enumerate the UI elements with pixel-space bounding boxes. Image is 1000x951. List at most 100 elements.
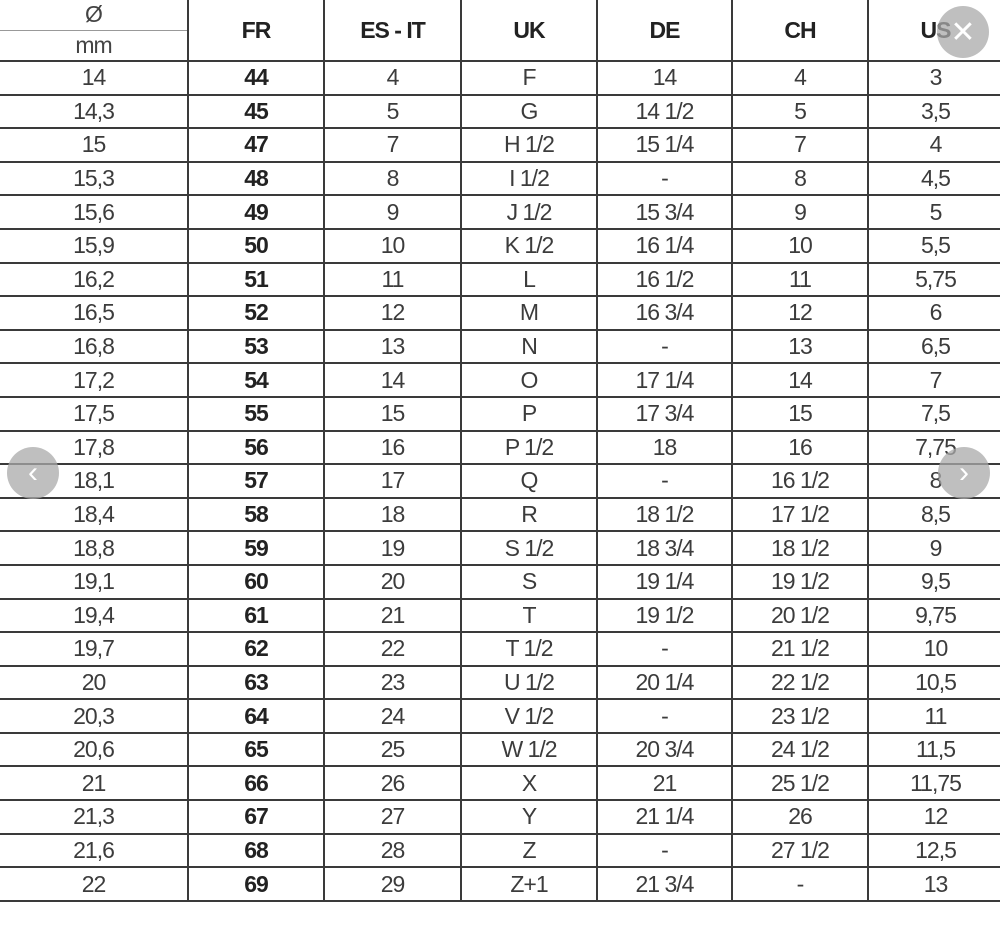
table-row: 16,8 53 13 N -13 6,5 (0, 328, 1000, 365)
table-cell: - (731, 866, 869, 902)
table-cell: 21 3/4 (596, 866, 733, 902)
table-cell: 10 (867, 631, 1000, 667)
table-cell: 20,6 (0, 731, 189, 768)
table-cell: 60 (187, 563, 325, 600)
table-row: 19,7 62 22 T 1/2-21 1/2 10 (0, 631, 1000, 667)
table-cell: 11 (867, 698, 1000, 734)
table-cell: 57 (187, 463, 325, 499)
table-row: 22 69 29 Z+1 21 3/4-13 (0, 866, 1000, 902)
table-cell: 12,5 (867, 832, 1000, 869)
table-cell: 14 (731, 362, 869, 398)
table-row: 17,2 54 14 O 17 1/4 14 7 (0, 362, 1000, 398)
table-cell: 5,5 (867, 227, 1000, 264)
table-cell: 51 (187, 261, 325, 298)
table-cell: K 1/2 (460, 227, 598, 264)
table-cell: 15,3 (0, 160, 189, 197)
table-cell: - (596, 631, 733, 667)
table-cell: 63 (187, 664, 325, 701)
table-cell: 68 (187, 832, 325, 869)
column-header: ES - IT (323, 0, 462, 62)
table-cell: 3 (867, 60, 1000, 96)
table-cell: L (460, 261, 598, 298)
table-cell: T (460, 597, 598, 634)
table-cell: 7 (323, 127, 462, 163)
table-cell: 13 (867, 866, 1000, 902)
table-cell: 13 (731, 328, 869, 365)
table-cell: H 1/2 (460, 127, 598, 163)
table-cell: 5 (323, 93, 462, 130)
table-cell: - (596, 832, 733, 869)
table-cell: 12 (867, 799, 1000, 835)
table-cell: Q (460, 463, 598, 499)
table-row: 15 47 7 H 1/2 15 1/4 7 4 (0, 127, 1000, 163)
table-cell: 65 (187, 731, 325, 768)
table-cell: 27 (323, 799, 462, 835)
table-cell: 11,5 (867, 731, 1000, 768)
table-cell: 15,6 (0, 194, 189, 230)
table-cell: 17,2 (0, 362, 189, 398)
table-cell: 64 (187, 698, 325, 734)
table-cell: 13 (323, 328, 462, 365)
table-row: 16,2 51 11 L 16 1/2 11 5,75 (0, 261, 1000, 298)
table-cell: 48 (187, 160, 325, 197)
table-cell: 5 (867, 194, 1000, 230)
table-cell: 22 1/2 (731, 664, 869, 701)
table-cell: Y (460, 799, 598, 835)
table-cell: 19,7 (0, 631, 189, 667)
table-cell: 21 1/2 (731, 631, 869, 667)
table-cell: O (460, 362, 598, 398)
table-cell: J 1/2 (460, 194, 598, 230)
table-cell: 8 (323, 160, 462, 197)
table-cell: 44 (187, 60, 325, 96)
column-header: FR (187, 0, 325, 62)
table-cell: 52 (187, 295, 325, 331)
table-cell: 10 (323, 227, 462, 264)
table-cell: 18,4 (0, 496, 189, 533)
column-header: CH (731, 0, 869, 62)
table-cell: 14 (596, 60, 733, 96)
previous-image-button[interactable]: ‹ (7, 447, 59, 499)
table-cell: R (460, 496, 598, 533)
table-cell: 17,5 (0, 395, 189, 432)
table-cell: 3,5 (867, 93, 1000, 130)
table-cell: 8,5 (867, 496, 1000, 533)
table-cell: 24 (323, 698, 462, 734)
table-cell: 7 (731, 127, 869, 163)
table-cell: 21,3 (0, 799, 189, 835)
table-cell: 4 (731, 60, 869, 96)
table-cell: V 1/2 (460, 698, 598, 734)
table-cell: 19 (323, 530, 462, 566)
table-row: 20 63 23 U 1/2 20 1/4 22 1/2 10,5 (0, 664, 1000, 701)
table-cell: 22 (0, 866, 189, 902)
table-cell: 11,75 (867, 765, 1000, 802)
table-cell: 49 (187, 194, 325, 230)
table-row: 21,3 67 27 Y 21 1/4 26 12 (0, 799, 1000, 835)
chevron-left-icon: ‹ (28, 456, 38, 489)
table-cell: 12 (323, 295, 462, 331)
table-cell: 4 (323, 60, 462, 96)
table-row: 17,5 55 15 P 17 3/4 15 7,5 (0, 395, 1000, 432)
next-image-button[interactable]: › (938, 447, 990, 499)
table-cell: 23 (323, 664, 462, 701)
table-cell: X (460, 765, 598, 802)
table-cell: 16 3/4 (596, 295, 733, 331)
table-cell: M (460, 295, 598, 331)
close-button[interactable]: ✕ (937, 6, 989, 58)
table-cell: 67 (187, 799, 325, 835)
table-cell: 16 (731, 429, 869, 466)
table-cell: 20 (0, 664, 189, 701)
table-cell: G (460, 93, 598, 130)
table-cell: 21 (0, 765, 189, 802)
table-row: 14 44 4 F 14 4 3 (0, 60, 1000, 96)
table-cell: F (460, 60, 598, 96)
table-cell: 29 (323, 866, 462, 902)
table-cell: 17 (323, 463, 462, 499)
table-row: 21,6 68 28 Z -27 1/2 12,5 (0, 832, 1000, 869)
table-cell: 21 (323, 597, 462, 634)
table-row: 17,8 56 16 P 1/2 18 16 7,75 (0, 429, 1000, 466)
table-cell: 62 (187, 631, 325, 667)
table-cell: P 1/2 (460, 429, 598, 466)
table-row: 18,1 57 17 Q -16 1/2 8 (0, 463, 1000, 499)
close-icon: ✕ (950, 15, 976, 49)
